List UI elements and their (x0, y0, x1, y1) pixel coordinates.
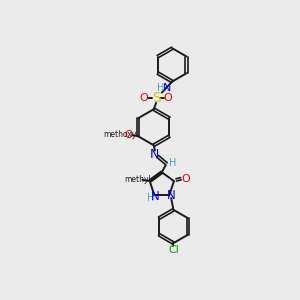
Text: H: H (169, 158, 176, 168)
Text: O: O (140, 93, 148, 103)
Text: N: N (167, 189, 176, 202)
Text: H: H (146, 193, 154, 203)
Text: N: N (163, 82, 171, 93)
Text: N: N (150, 148, 160, 160)
Text: methoxy: methoxy (103, 130, 136, 139)
Text: Cl: Cl (168, 244, 179, 255)
Text: methyl: methyl (124, 176, 151, 184)
Text: H: H (157, 82, 164, 93)
Text: N: N (151, 190, 160, 203)
Text: S: S (152, 92, 161, 105)
Text: O: O (164, 93, 172, 103)
Text: O: O (181, 174, 190, 184)
Text: O: O (124, 130, 133, 140)
